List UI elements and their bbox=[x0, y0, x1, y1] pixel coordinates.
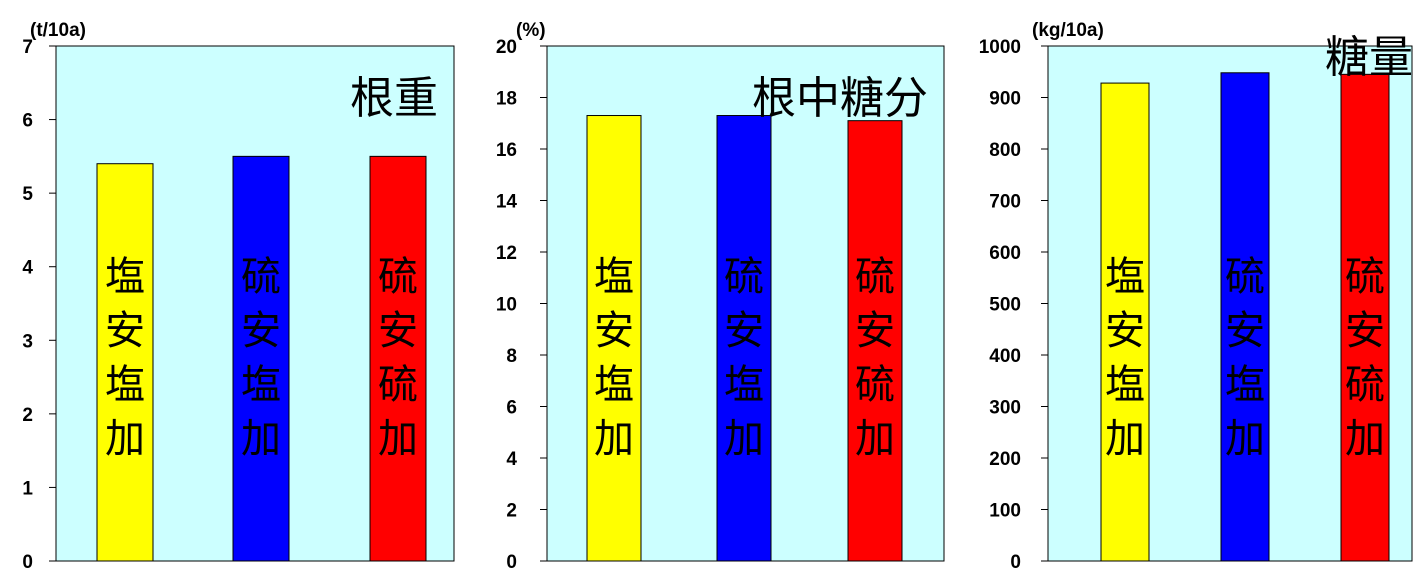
y-tick-label: 700 bbox=[989, 192, 1021, 213]
y-tick-label: 0 bbox=[22, 552, 33, 572]
bar-category-label: 硫安硫加 bbox=[1345, 254, 1385, 462]
bar-2 bbox=[716, 115, 772, 562]
y-axis-unit: (%) bbox=[516, 20, 546, 41]
bar-1 bbox=[586, 115, 642, 562]
y-tick-label: 7 bbox=[22, 37, 33, 58]
bar-2 bbox=[232, 155, 290, 562]
y-tick-label: 2 bbox=[22, 405, 33, 426]
y-tick-label: 6 bbox=[22, 111, 33, 132]
y-tick-label: 14 bbox=[496, 192, 518, 213]
bar-category-label: 硫安塩加 bbox=[1225, 254, 1265, 462]
y-tick-label: 2 bbox=[506, 501, 517, 522]
y-tick-label: 600 bbox=[989, 243, 1021, 264]
bar-category-label: 塩安塩加 bbox=[594, 254, 634, 462]
y-tick-label: 18 bbox=[496, 89, 517, 110]
bar-category-label: 塩安塩加 bbox=[1105, 254, 1145, 462]
y-tick-label: 8 bbox=[506, 346, 517, 367]
chart-title: 根中糖分 bbox=[752, 73, 928, 124]
bar-2 bbox=[1220, 72, 1270, 562]
y-tick-label: 12 bbox=[496, 243, 517, 264]
chart-title: 根重 bbox=[350, 73, 438, 124]
chart-2: 0 2 4 6 8 10 12 14 16 18 20(%) 塩安塩加 硫安塩加 硫安硫加 根中糖分 bbox=[496, 20, 945, 572]
y-axis-unit: (t/10a) bbox=[30, 20, 86, 41]
bar-category-label: 硫安塩加 bbox=[724, 254, 764, 462]
bar-category-label: 硫安塩加 bbox=[241, 254, 281, 462]
chart-3: 0 100 200 300 400 500 600 700 800 900 1000 (kg/10a)… bbox=[979, 20, 1413, 572]
bar-3 bbox=[847, 120, 903, 562]
y-tick-label: 16 bbox=[496, 140, 517, 161]
y-tick-label: 500 bbox=[989, 295, 1021, 316]
bar-1 bbox=[96, 163, 154, 562]
chart-title: 糖量 bbox=[1325, 32, 1413, 83]
y-tick-label: 10 bbox=[496, 295, 517, 316]
bar-category-label: 塩安塩加 bbox=[105, 254, 145, 462]
y-tick-label: 1 bbox=[22, 478, 33, 499]
bar-category-label: 硫安硫加 bbox=[378, 254, 418, 462]
y-tick-label: 300 bbox=[989, 398, 1021, 419]
y-tick-label: 3 bbox=[22, 331, 33, 352]
y-tick-label: 20 bbox=[496, 37, 517, 58]
bar-3 bbox=[369, 155, 427, 562]
bar-category-label: 硫安硫加 bbox=[855, 254, 895, 462]
y-tick-label: 1000 bbox=[979, 37, 1021, 58]
y-axis-unit: (kg/10a) bbox=[1032, 20, 1104, 41]
y-tick-label: 4 bbox=[506, 449, 517, 470]
y-tick-label: 100 bbox=[989, 501, 1021, 522]
y-tick-label: 6 bbox=[506, 398, 517, 419]
y-tick-label: 0 bbox=[1010, 552, 1021, 572]
bar-1 bbox=[1100, 82, 1150, 562]
y-tick-label: 5 bbox=[22, 184, 33, 205]
bar-3 bbox=[1340, 73, 1390, 562]
chart-1: 0 1 2 3 4 5 6 7(t/10a) 塩安塩加 硫安塩加 硫安硫加 根重 bbox=[22, 20, 455, 572]
y-tick-label: 400 bbox=[989, 346, 1021, 367]
y-tick-label: 4 bbox=[22, 258, 33, 279]
y-tick-label: 900 bbox=[989, 89, 1021, 110]
y-tick-label: 0 bbox=[506, 552, 517, 572]
y-tick-label: 200 bbox=[989, 449, 1021, 470]
y-tick-label: 800 bbox=[989, 140, 1021, 161]
